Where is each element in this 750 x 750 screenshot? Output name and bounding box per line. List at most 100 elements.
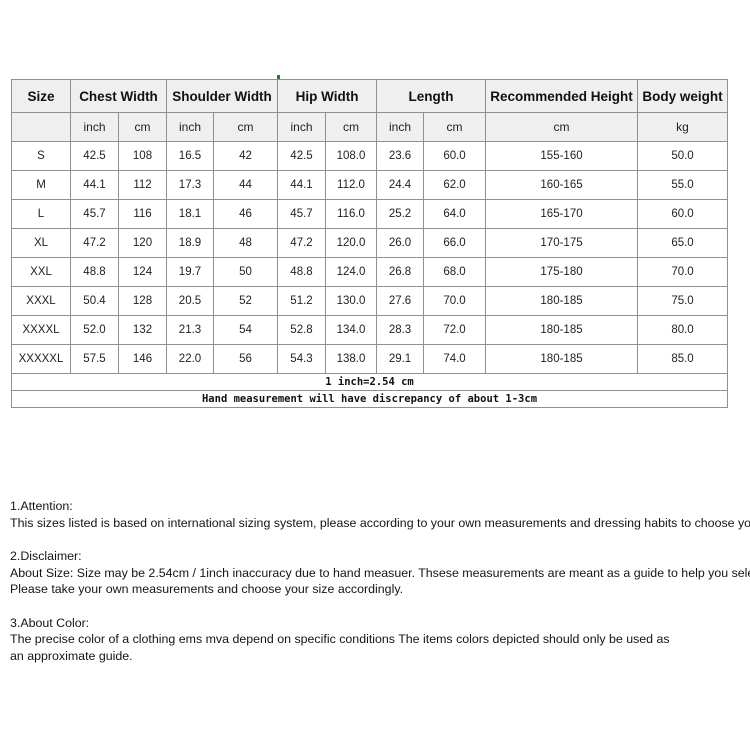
section-about-color: 3.About Color: The precise color of a cl… [10,615,750,665]
value-cell: 124.0 [324,257,378,287]
header-group-row: Size Chest Width Shoulder Width Hip Widt… [11,79,729,113]
unit-cell: cm [423,112,487,142]
unit-cell: inch [376,112,425,142]
size-table-body: S 42.5 108 16.5 42 42.5 108.0 23.6 60.0 … [11,141,729,374]
value-cell: 48.8 [70,257,119,287]
value-cell: 68.0 [423,257,487,287]
value-cell: 60.0 [637,199,729,229]
value-cell: 132 [118,315,167,345]
size-cell: L [11,199,71,229]
table-row: L 45.7 116 18.1 46 45.7 116.0 25.2 64.0 … [11,199,729,229]
size-cell: XXXL [11,286,71,316]
value-cell: 146 [118,344,167,374]
value-cell: 170-175 [485,228,639,258]
table-row: XXL 48.8 124 19.7 50 48.8 124.0 26.8 68.… [11,257,729,287]
unit-cell: inch [277,112,326,142]
value-cell: 112.0 [324,170,378,200]
unit-cell: cm [118,112,167,142]
size-cell: S [11,141,71,171]
value-cell: 155-160 [485,141,639,171]
section-text-line: About Size: Size may be 2.54cm / 1inch i… [10,565,750,580]
size-cell: XL [11,228,71,258]
value-cell: 46 [213,199,278,229]
unit-cell: inch [166,112,214,142]
section-title: 1.Attention: [10,499,73,513]
value-cell: 62.0 [423,170,487,200]
value-cell: 47.2 [70,228,119,258]
value-cell: 44.1 [70,170,119,200]
value-cell: 18.1 [166,199,214,229]
section-disclaimer: 2.Disclaimer: About Size: Size may be 2.… [10,548,750,598]
value-cell: 26.8 [376,257,425,287]
header-size: Size [11,79,71,113]
value-cell: 128 [118,286,167,316]
value-cell: 108.0 [324,141,378,171]
value-cell: 42.5 [277,141,326,171]
value-cell: 45.7 [277,199,326,229]
note-inch-conversion: 1 inch=2.54 cm [10,373,729,391]
value-cell: 27.6 [376,286,425,316]
note-hand-measurement: Hand measurement will have discrepancy o… [10,390,729,408]
value-cell: 138.0 [324,344,378,374]
section-text-line: The precise color of a clothing ems mva … [10,632,670,646]
header-recommended-height: Recommended Height [485,79,639,113]
value-cell: 52.8 [277,315,326,345]
note-row: Hand measurement will have discrepancy o… [10,390,729,408]
value-cell: 19.7 [166,257,214,287]
value-cell: 85.0 [637,344,729,374]
value-cell: 45.7 [70,199,119,229]
value-cell: 56 [213,344,278,374]
unit-cell: kg [637,112,729,142]
value-cell: 17.3 [166,170,214,200]
value-cell: 23.6 [376,141,425,171]
value-cell: 52.0 [70,315,119,345]
value-cell: 65.0 [637,228,729,258]
value-cell: 20.5 [166,286,214,316]
green-marker-artifact [277,75,280,80]
section-text-line: an approximate guide. [10,648,133,663]
value-cell: 70.0 [423,286,487,316]
size-cell: M [11,170,71,200]
value-cell: 57.5 [70,344,119,374]
value-cell: 22.0 [166,344,214,374]
value-cell: 44.1 [277,170,326,200]
value-cell: 124 [118,257,167,287]
value-cell: 25.2 [376,199,425,229]
section-text-line: Please take your own measurements and ch… [10,582,404,596]
value-cell: 72.0 [423,315,487,345]
size-chart-table: Size Chest Width Shoulder Width Hip Widt… [10,79,729,408]
value-cell: 108 [118,141,167,171]
size-cell: XXXXXL [11,344,71,374]
value-cell: 48.8 [277,257,326,287]
section-title: 2.Disclaimer: [10,549,82,563]
value-cell: 180-185 [485,286,639,316]
table-row: XXXXXL 57.5 146 22.0 56 54.3 138.0 29.1 … [11,344,729,374]
value-cell: 50.4 [70,286,119,316]
value-cell: 64.0 [423,199,487,229]
table-row: XXXXL 52.0 132 21.3 54 52.8 134.0 28.3 7… [11,315,729,345]
value-cell: 175-180 [485,257,639,287]
value-cell: 50.0 [637,141,729,171]
value-cell: 48 [213,228,278,258]
value-cell: 75.0 [637,286,729,316]
unit-cell: inch [70,112,119,142]
value-cell: 24.4 [376,170,425,200]
value-cell: 112 [118,170,167,200]
table-row: XXXL 50.4 128 20.5 52 51.2 130.0 27.6 70… [11,286,729,316]
value-cell: 116 [118,199,167,229]
value-cell: 74.0 [423,344,487,374]
value-cell: 180-185 [485,315,639,345]
value-cell: 165-170 [485,199,639,229]
value-cell: 42.5 [70,141,119,171]
header-chest-width: Chest Width [70,79,167,113]
value-cell: 70.0 [637,257,729,287]
unit-cell: cm [324,112,378,142]
value-cell: 50 [213,257,278,287]
table-row: S 42.5 108 16.5 42 42.5 108.0 23.6 60.0 … [11,141,729,171]
table-row: XL 47.2 120 18.9 48 47.2 120.0 26.0 66.0… [11,228,729,258]
value-cell: 130.0 [324,286,378,316]
section-attention: 1.Attention: This sizes listed is based … [10,498,750,531]
section-text-line: This sizes listed is based on internatio… [10,515,750,530]
header-length: Length [376,79,487,113]
value-cell: 55.0 [637,170,729,200]
